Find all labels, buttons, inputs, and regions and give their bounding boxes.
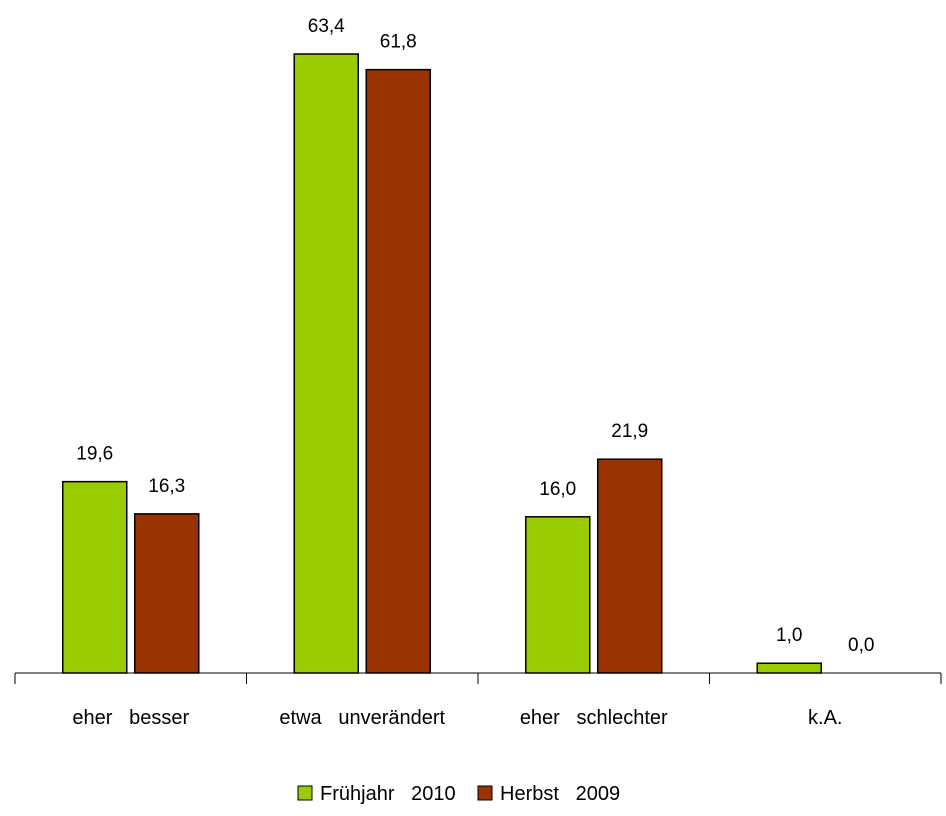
bar <box>134 513 200 674</box>
legend: Frühjahr 2010 Herbst 2009 <box>297 783 620 805</box>
bar <box>756 662 822 674</box>
data-label: 19,6 <box>76 444 113 465</box>
plot-area: 19,6 16,3 63,4 61,8 16,0 21,9 1,0 0,0 <box>62 16 874 674</box>
legend-swatch <box>477 785 493 801</box>
data-label: 0,0 <box>848 635 874 656</box>
x-tick-label: eher besser <box>72 707 189 729</box>
x-tick-label: eher schlechter <box>520 707 668 729</box>
legend-label: Frühjahr 2010 <box>320 783 456 805</box>
x-axis-tick-labels: eher besser etwa unverändert eher schlecht… <box>72 707 842 729</box>
x-tick-label: k.A. <box>808 707 842 729</box>
data-label: 1,0 <box>776 625 802 646</box>
bar <box>597 458 663 674</box>
bar <box>62 480 128 674</box>
bar <box>293 53 359 674</box>
x-axis-ticks <box>14 673 942 684</box>
bar <box>365 68 431 674</box>
x-tick-label: etwa unverändert <box>279 707 445 729</box>
data-label: 16,3 <box>148 476 185 497</box>
legend-swatch <box>297 785 313 801</box>
data-label: 16,0 <box>539 479 576 500</box>
bar <box>525 516 591 674</box>
data-label: 61,8 <box>380 32 417 53</box>
legend-label: Herbst 2009 <box>500 783 620 805</box>
data-label: 63,4 <box>308 16 345 37</box>
data-label: 21,9 <box>611 421 648 442</box>
